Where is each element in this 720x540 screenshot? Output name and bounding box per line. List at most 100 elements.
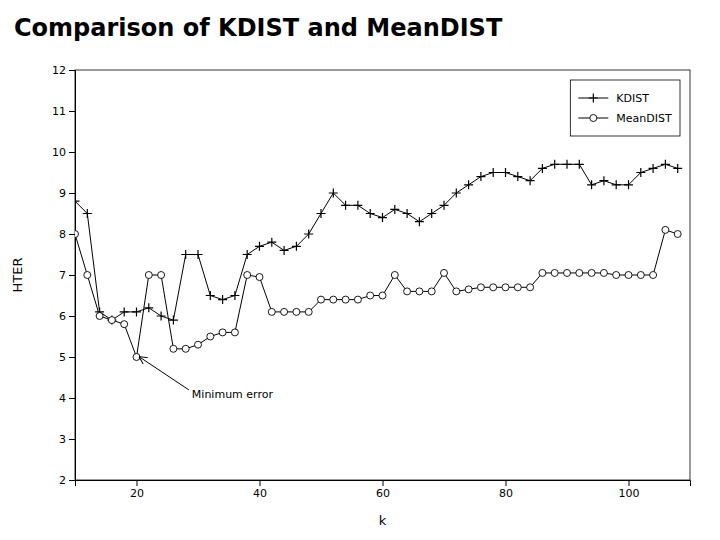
point	[489, 168, 498, 177]
point-shape	[280, 246, 289, 255]
point-shape	[107, 316, 116, 325]
point-shape	[353, 201, 362, 210]
point	[550, 160, 559, 169]
y-tick: 5	[59, 351, 75, 364]
legend-item: KDIST	[578, 92, 649, 105]
point	[636, 168, 645, 177]
point-shape	[501, 168, 510, 177]
point-shape	[170, 345, 177, 352]
annotation-arrow	[140, 357, 189, 390]
point	[416, 288, 423, 295]
series-line	[75, 230, 678, 357]
point	[563, 160, 572, 169]
point	[218, 295, 227, 304]
point	[157, 312, 166, 321]
y-tick-mark	[69, 152, 75, 153]
point	[133, 354, 140, 361]
point-shape	[637, 272, 644, 279]
legend-label: KDIST	[616, 92, 649, 105]
point	[513, 172, 522, 181]
y-tick-mark	[69, 70, 75, 71]
point	[415, 217, 424, 226]
point-shape	[513, 172, 522, 181]
point-shape	[304, 230, 313, 239]
point-shape	[489, 168, 498, 177]
point-shape	[416, 288, 423, 295]
x-axis-line	[76, 481, 691, 487]
point-shape	[255, 242, 264, 251]
x-tick-mark	[383, 480, 384, 486]
point	[280, 246, 289, 255]
point	[317, 209, 326, 218]
point-shape	[341, 201, 350, 210]
point	[673, 164, 682, 173]
point-shape	[75, 231, 79, 238]
point-shape	[476, 172, 485, 181]
y-tick-mark	[69, 234, 75, 235]
point-shape	[169, 316, 178, 325]
point-shape	[465, 286, 472, 293]
y-tick-mark	[69, 316, 75, 317]
point	[268, 308, 275, 315]
point-shape	[354, 296, 361, 303]
point	[341, 201, 350, 210]
point	[366, 209, 375, 218]
point	[649, 164, 658, 173]
point-shape	[514, 284, 521, 291]
point-shape	[588, 269, 595, 276]
point-shape	[453, 288, 460, 295]
point-shape	[206, 291, 215, 300]
point	[132, 307, 141, 316]
y-tick: 4	[59, 392, 75, 405]
y-tick-mark	[69, 111, 75, 112]
point-shape	[194, 250, 203, 259]
point-shape	[440, 201, 449, 210]
y-tick-label: 9	[59, 187, 66, 200]
point-shape	[390, 205, 399, 214]
point-shape	[550, 160, 559, 169]
point	[514, 284, 521, 291]
point-shape	[342, 296, 349, 303]
point-shape	[662, 226, 669, 233]
point	[75, 197, 80, 206]
annotation: Minimum error	[192, 388, 274, 401]
point-shape	[636, 168, 645, 177]
point	[600, 269, 607, 276]
point-shape	[181, 250, 190, 259]
point-shape	[624, 180, 633, 189]
point-shape	[649, 164, 658, 173]
legend-marker-shape	[590, 115, 597, 122]
point-shape	[527, 284, 534, 291]
y-tick: 9	[59, 187, 75, 200]
point-shape	[244, 272, 251, 279]
y-tick-mark	[69, 398, 75, 399]
point-shape	[83, 209, 92, 218]
point-shape	[231, 329, 238, 336]
chart: Comparison of KDIST and MeanDIST20406080…	[0, 0, 720, 540]
series-line	[75, 164, 678, 320]
point	[650, 272, 657, 279]
point	[170, 345, 177, 352]
point	[255, 242, 264, 251]
point-shape	[207, 333, 214, 340]
point	[244, 272, 251, 279]
point-shape	[391, 272, 398, 279]
point	[121, 321, 128, 328]
point	[206, 291, 215, 300]
point-shape	[452, 189, 461, 198]
y-tick: 3	[59, 433, 75, 446]
point-shape	[490, 284, 497, 291]
point-shape	[551, 269, 558, 276]
point	[169, 316, 178, 325]
x-tick: 60	[376, 480, 390, 500]
point-shape	[539, 269, 546, 276]
point	[281, 308, 288, 315]
x-tick-mark	[629, 480, 630, 486]
point-shape	[318, 296, 325, 303]
y-axis-line	[69, 71, 76, 481]
point	[145, 272, 152, 279]
point-shape	[428, 288, 435, 295]
y-tick: 6	[59, 310, 75, 323]
x-tick: 40	[253, 480, 267, 500]
point-shape	[650, 272, 657, 279]
